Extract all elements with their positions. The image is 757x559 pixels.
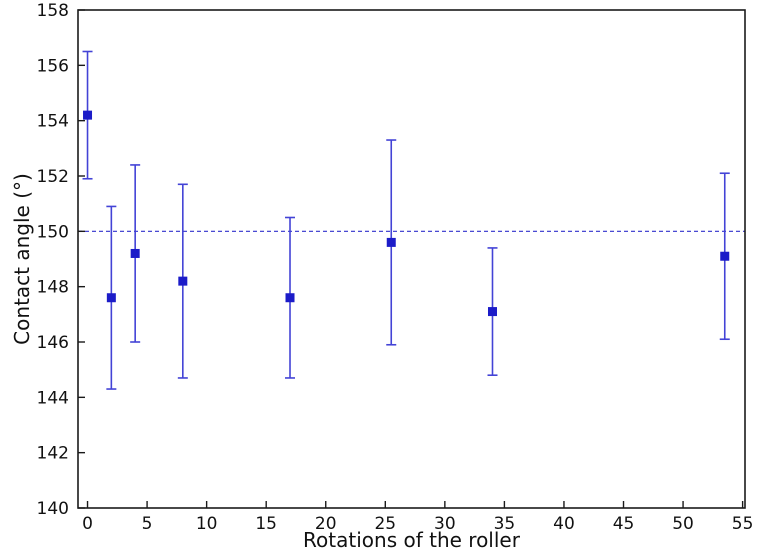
x-tick-label: 0 bbox=[82, 514, 93, 534]
y-tick-label: 158 bbox=[37, 1, 69, 21]
error-bars bbox=[82, 50, 730, 390]
data-point-marker bbox=[106, 293, 116, 303]
data-point-marker bbox=[487, 307, 497, 317]
data-point-marker bbox=[386, 237, 396, 247]
x-axis-ticks: 0 5 10 15 20 25 30 35 40 45 50 55 bbox=[82, 501, 753, 534]
y-tick-label: 148 bbox=[37, 278, 69, 298]
x-tick-label: 20 bbox=[315, 514, 337, 534]
y-axis-title: Contact angle (°) bbox=[10, 173, 34, 345]
data-point-marker bbox=[178, 276, 188, 286]
y-tick-label: 150 bbox=[37, 222, 69, 242]
y-tick-label: 144 bbox=[37, 388, 69, 408]
y-tick-label: 140 bbox=[37, 499, 69, 519]
x-tick-label: 5 bbox=[142, 514, 153, 534]
y-tick-label: 154 bbox=[37, 112, 69, 132]
y-tick-label: 146 bbox=[37, 333, 69, 353]
data-point-marker bbox=[720, 251, 730, 261]
x-tick-label: 50 bbox=[672, 514, 694, 534]
x-tick-label: 25 bbox=[374, 514, 396, 534]
y-tick-label: 142 bbox=[37, 444, 69, 464]
y-axis-ticks: 140 142 144 146 148 150 152 154 156 158 bbox=[37, 1, 85, 519]
x-tick-label: 15 bbox=[255, 514, 277, 534]
data-points bbox=[83, 110, 730, 317]
x-tick-label: 10 bbox=[196, 514, 218, 534]
data-point-marker bbox=[83, 110, 93, 120]
x-axis-title: Rotations of the roller bbox=[303, 528, 520, 552]
y-tick-label: 156 bbox=[37, 56, 69, 76]
x-tick-label: 55 bbox=[732, 514, 754, 534]
x-tick-label: 45 bbox=[613, 514, 635, 534]
data-point-marker bbox=[130, 248, 140, 258]
x-tick-label: 35 bbox=[494, 514, 516, 534]
x-tick-label: 30 bbox=[434, 514, 456, 534]
y-tick-label: 152 bbox=[37, 167, 69, 187]
plot-frame bbox=[77, 9, 746, 509]
x-tick-label: 40 bbox=[553, 514, 575, 534]
data-point-marker bbox=[285, 293, 295, 303]
